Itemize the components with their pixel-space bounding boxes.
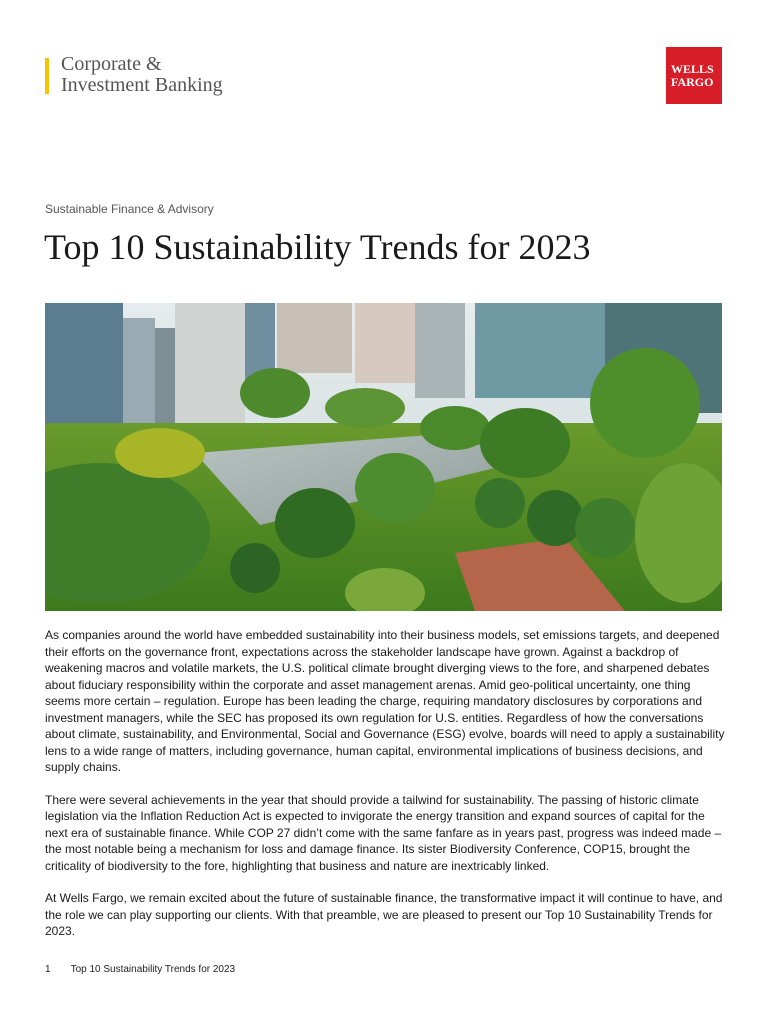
brand-line: Corporate & (61, 53, 162, 75)
brand-line: Investment Banking (61, 74, 223, 96)
paragraph: As companies around the world have embed… (45, 628, 725, 774)
page-number: 1 (45, 964, 51, 975)
greenhouse (195, 433, 515, 525)
footer: 1 Top 10 Sustainability Trends for 2023 (45, 964, 235, 975)
logo-line: FARGO (671, 74, 714, 89)
brand: Corporate & Investment Banking (61, 54, 223, 96)
trees (45, 348, 722, 611)
paragraph: At Wells Fargo, we remain excited about … (45, 891, 723, 938)
logo: WELLS FARGO (666, 47, 722, 104)
accent-bar (45, 58, 49, 94)
eyebrow: Sustainable Finance & Advisory (45, 202, 214, 216)
footer-text: Top 10 Sustainability Trends for 2023 (70, 964, 236, 975)
body-text: As companies around the world have embed… (45, 627, 725, 956)
cover-photo (45, 303, 722, 611)
paragraph: There were several achievements in the y… (45, 792, 722, 873)
title: Top 10 Sustainability Trends for 2023 (44, 227, 591, 267)
plaza (455, 538, 625, 611)
logo-line: WELLS (671, 61, 714, 76)
